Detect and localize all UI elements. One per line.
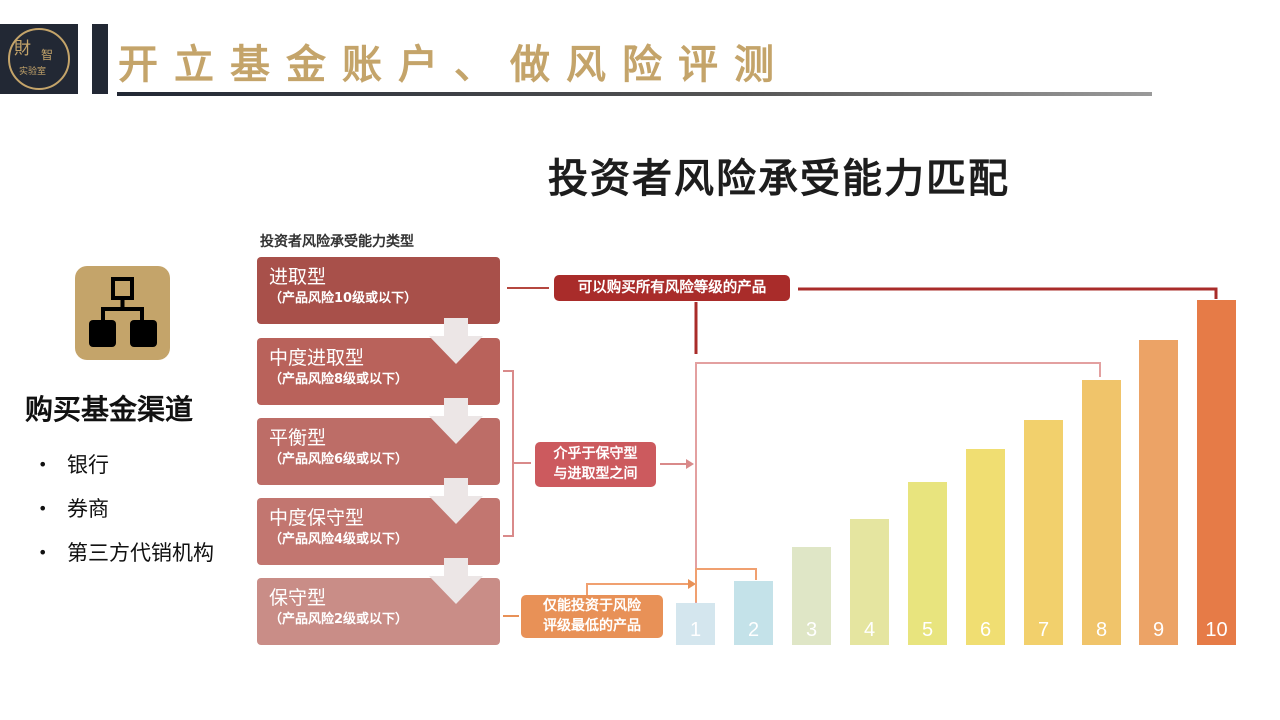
logo-char-2: 智: [41, 48, 54, 62]
diagram-title: 投资者风险承受能力匹配: [548, 155, 1010, 202]
label-lowest-only: 仅能投资于风险 评级最低的产品: [521, 595, 663, 638]
logo: 財 智 实验室: [0, 24, 78, 94]
bar-label: 2: [747, 619, 760, 641]
type-box-balanced: 平衡型 （产品风险6级或以下）: [257, 418, 500, 485]
down-arrow-icon: [429, 558, 483, 604]
risk-bar-4: 4: [850, 519, 889, 645]
type-detail: （产品风险6级或以下）: [269, 452, 409, 467]
risk-bar-10: 10: [1197, 300, 1236, 645]
type-box-aggressive: 进取型 （产品风险10级或以下）: [257, 257, 500, 324]
label-between: 介乎于保守型 与进取型之间: [535, 442, 656, 487]
down-arrow-icon: [429, 318, 483, 364]
logo-ring: [8, 28, 70, 90]
logo-char-1: 財: [14, 39, 31, 59]
type-detail: （产品风险4级或以下）: [269, 532, 409, 547]
bullet-icon: •: [38, 498, 48, 518]
type-detail: （产品风险8级或以下）: [269, 372, 409, 387]
bar-label: 9: [1152, 619, 1165, 641]
risk-bar-9: 9: [1139, 340, 1178, 645]
bar-label: 10: [1205, 619, 1228, 641]
bullet-icon: •: [38, 454, 48, 474]
type-box-moderately-conservative: 中度保守型 （产品风险4级或以下）: [257, 498, 500, 565]
channel-bank: 银行: [67, 453, 109, 477]
type-name: 进取型: [269, 266, 327, 288]
title-accent-bar: [92, 24, 108, 94]
type-detail: （产品风险10级或以下）: [269, 291, 418, 306]
types-caption: 投资者风险承受能力类型: [260, 234, 414, 250]
title-underline: [117, 92, 1152, 96]
risk-bar-7: 7: [1024, 420, 1063, 645]
type-name: 中度保守型: [269, 507, 365, 529]
type-name: 中度进取型: [269, 347, 365, 369]
down-arrow-icon: [429, 398, 483, 444]
bar-label: 5: [921, 619, 934, 641]
channels-list: • 银行 • 券商 • 第三方代销机构: [38, 442, 214, 574]
logo-subtitle: 实验室: [19, 67, 47, 77]
risk-bar-2: 2: [734, 581, 773, 645]
risk-bar-1: 1: [676, 603, 715, 645]
label-line: 与进取型之间: [553, 466, 638, 482]
bar-label: 4: [863, 619, 876, 641]
risk-bar-3: 3: [792, 547, 831, 645]
bar-label: 8: [1095, 619, 1108, 641]
bar-label: 6: [979, 619, 992, 641]
label-all-levels: 可以购买所有风险等级的产品: [554, 275, 790, 301]
bar-label: 1: [689, 619, 702, 641]
page-title: 开立基金账户、做风险评测: [118, 42, 790, 88]
bullet-icon: •: [38, 542, 48, 562]
list-item: • 银行: [38, 442, 214, 486]
type-name: 平衡型: [269, 427, 327, 449]
org-chart-icon: [75, 266, 170, 360]
bar-label: 7: [1037, 619, 1050, 641]
list-item: • 第三方代销机构: [38, 530, 214, 574]
bar-label: 3: [805, 619, 818, 641]
label-line: 介乎于保守型: [553, 446, 638, 462]
channel-third-party: 第三方代销机构: [67, 541, 214, 565]
label-line: 评级最低的产品: [543, 618, 641, 634]
list-item: • 券商: [38, 486, 214, 530]
channel-broker: 券商: [67, 497, 109, 521]
risk-bar-5: 5: [908, 482, 947, 645]
type-name: 保守型: [269, 587, 327, 609]
label-line: 仅能投资于风险: [543, 598, 641, 614]
channels-heading: 购买基金渠道: [25, 393, 194, 426]
risk-bar-8: 8: [1082, 380, 1121, 645]
type-detail: （产品风险2级或以下）: [269, 612, 409, 627]
risk-bar-6: 6: [966, 449, 1005, 645]
down-arrow-icon: [429, 478, 483, 524]
